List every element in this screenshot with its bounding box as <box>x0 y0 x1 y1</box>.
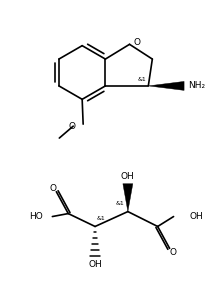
Text: OH: OH <box>88 260 102 269</box>
Text: O: O <box>169 248 176 257</box>
Text: OH: OH <box>189 212 203 221</box>
Text: O: O <box>134 38 141 47</box>
Text: &1: &1 <box>97 216 106 221</box>
Text: OH: OH <box>121 172 135 181</box>
Polygon shape <box>148 81 184 90</box>
Text: &1: &1 <box>138 77 147 82</box>
Text: &1: &1 <box>116 201 124 206</box>
Text: O: O <box>50 184 57 193</box>
Text: O: O <box>68 122 75 131</box>
Text: NH₂: NH₂ <box>189 81 206 90</box>
Text: HO: HO <box>30 212 43 221</box>
Polygon shape <box>123 184 133 212</box>
